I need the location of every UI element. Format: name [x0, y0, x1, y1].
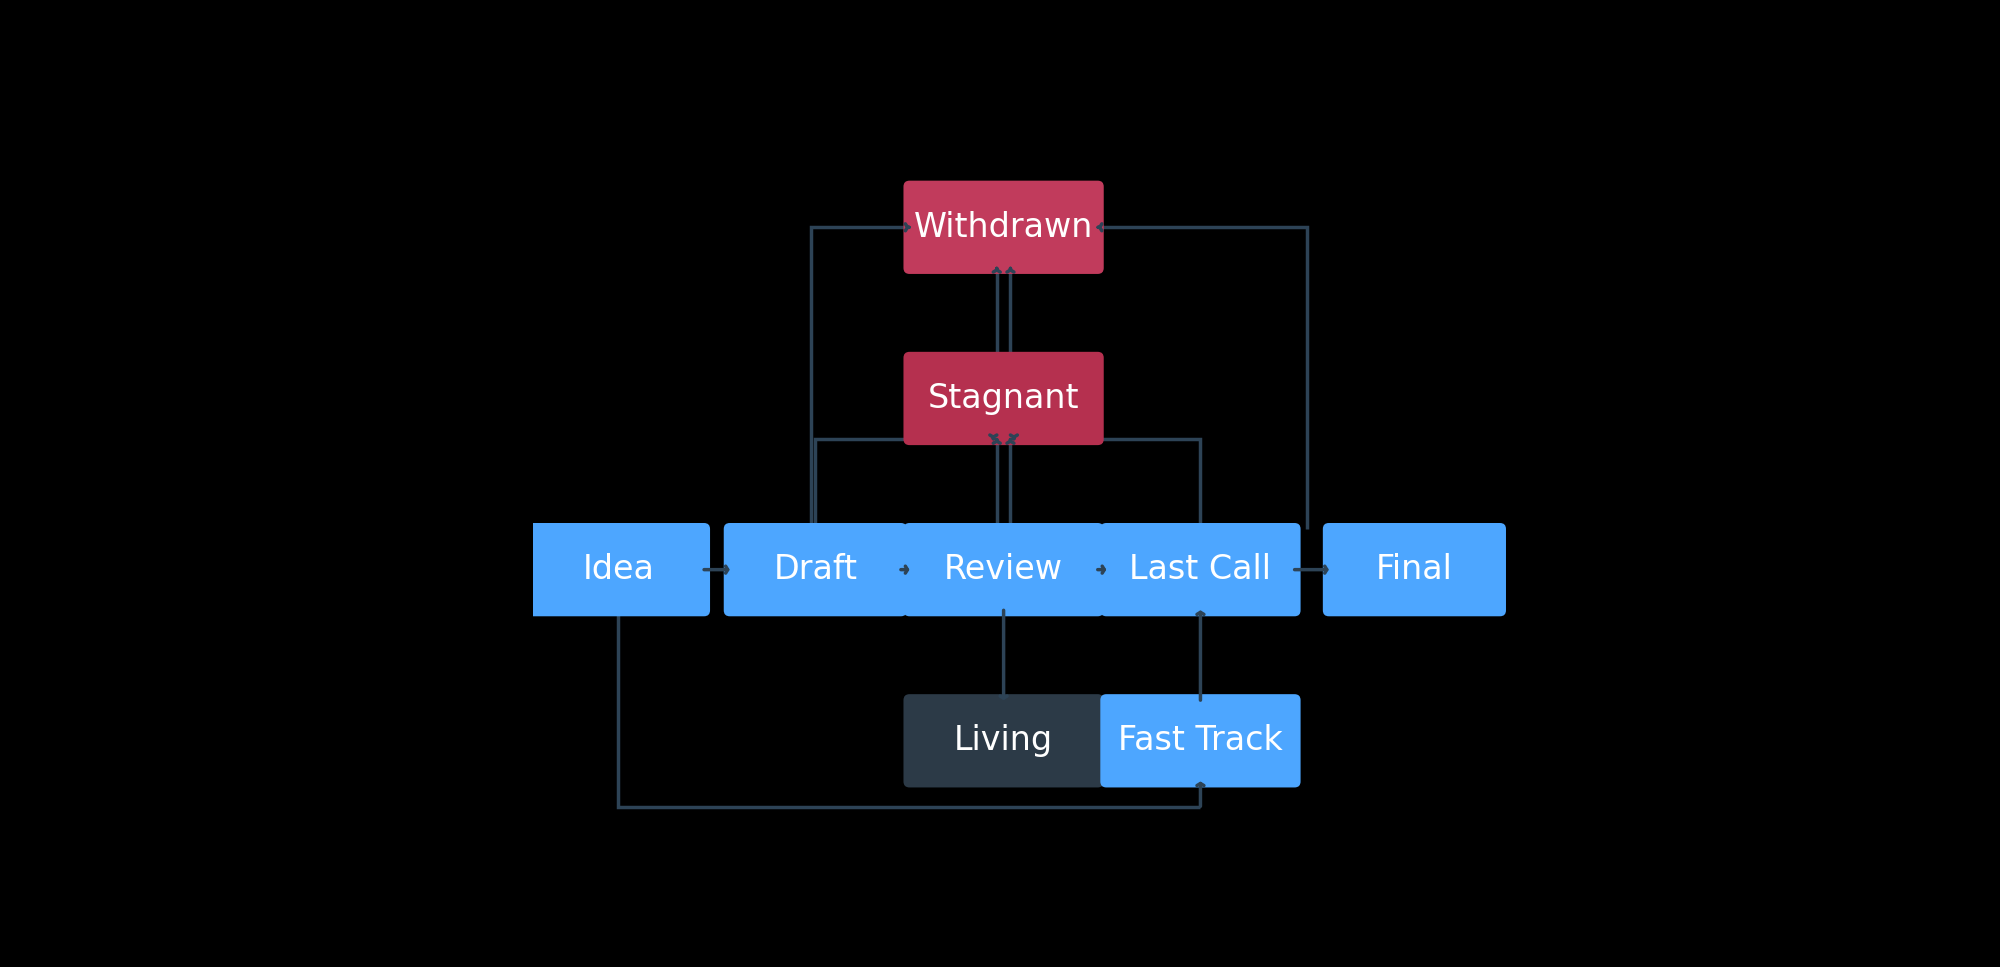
Text: Fast Track: Fast Track	[1118, 724, 1282, 757]
FancyBboxPatch shape	[1100, 694, 1300, 787]
Text: Review: Review	[944, 553, 1064, 586]
Text: Idea: Idea	[582, 553, 654, 586]
FancyBboxPatch shape	[904, 181, 1104, 274]
FancyBboxPatch shape	[724, 523, 906, 616]
Text: Draft: Draft	[774, 553, 858, 586]
FancyBboxPatch shape	[904, 352, 1104, 445]
Text: Living: Living	[954, 724, 1054, 757]
Text: Final: Final	[1376, 553, 1452, 586]
FancyBboxPatch shape	[526, 523, 710, 616]
Text: Last Call: Last Call	[1130, 553, 1272, 586]
Text: Withdrawn: Withdrawn	[914, 211, 1094, 244]
Text: Stagnant: Stagnant	[928, 382, 1080, 415]
FancyBboxPatch shape	[904, 523, 1104, 616]
FancyBboxPatch shape	[1100, 523, 1300, 616]
FancyBboxPatch shape	[1322, 523, 1506, 616]
FancyBboxPatch shape	[904, 694, 1104, 787]
